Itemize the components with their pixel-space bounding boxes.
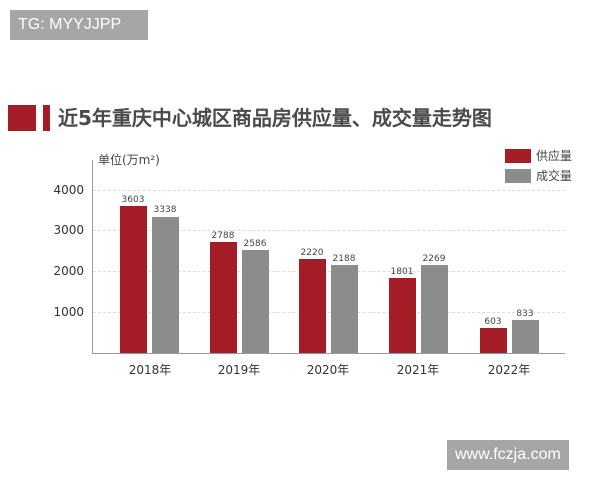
x-label-2018: 2018年 — [128, 363, 172, 377]
value-supply-2020: 2220 — [300, 248, 324, 258]
value-deal-2018: 3338 — [153, 205, 177, 215]
x-axis — [92, 353, 565, 354]
legend-swatch-deal — [505, 169, 531, 183]
title-block-large — [8, 105, 36, 131]
bar-supply-2018 — [120, 206, 147, 353]
bar-supply-2019 — [210, 242, 237, 353]
bar-deal-2018 — [152, 217, 179, 353]
x-label-2020: 2020年 — [306, 363, 350, 377]
value-deal-2019: 2586 — [243, 239, 267, 249]
value-deal-2020: 2188 — [332, 254, 356, 264]
x-label-2019: 2019年 — [217, 363, 261, 377]
watermark-bottom: www.fczja.com — [447, 440, 569, 470]
y-tick-2000: 2000 — [53, 264, 84, 278]
legend-label-deal: 成交量 — [536, 169, 573, 183]
y-tick-3000: 3000 — [53, 223, 84, 237]
x-label-2022: 2022年 — [487, 363, 531, 377]
y-axis — [92, 160, 93, 354]
legend-swatch-supply — [505, 149, 531, 163]
gridline-2000 — [93, 271, 565, 272]
value-supply-2019: 2788 — [211, 231, 235, 241]
title-block-small — [43, 105, 50, 131]
bar-deal-2021 — [421, 265, 448, 353]
value-deal-2022: 833 — [516, 309, 534, 319]
value-supply-2022: 603 — [484, 317, 502, 327]
bar-deal-2020 — [331, 265, 358, 353]
y-axis-unit: 单位(万m²) — [98, 153, 160, 167]
gridline-1000 — [93, 312, 565, 313]
chart-title: 近5年重庆中心城区商品房供应量、成交量走势图 — [58, 106, 492, 130]
value-supply-2021: 1801 — [390, 267, 414, 277]
x-label-2021: 2021年 — [396, 363, 440, 377]
legend-label-supply: 供应量 — [536, 149, 573, 163]
bar-supply-2022 — [480, 328, 507, 353]
value-supply-2018: 3603 — [121, 195, 145, 205]
bar-supply-2021 — [389, 278, 416, 353]
bar-supply-2020 — [299, 259, 326, 353]
value-deal-2021: 2269 — [422, 254, 446, 264]
y-tick-4000: 4000 — [53, 183, 84, 197]
bar-deal-2019 — [242, 250, 269, 353]
bar-deal-2022 — [512, 320, 539, 353]
gridline-3000 — [93, 230, 565, 231]
watermark-top: TG: MYYJJPP — [10, 10, 148, 40]
gridline-4000 — [93, 190, 565, 191]
y-tick-1000: 1000 — [53, 305, 84, 319]
